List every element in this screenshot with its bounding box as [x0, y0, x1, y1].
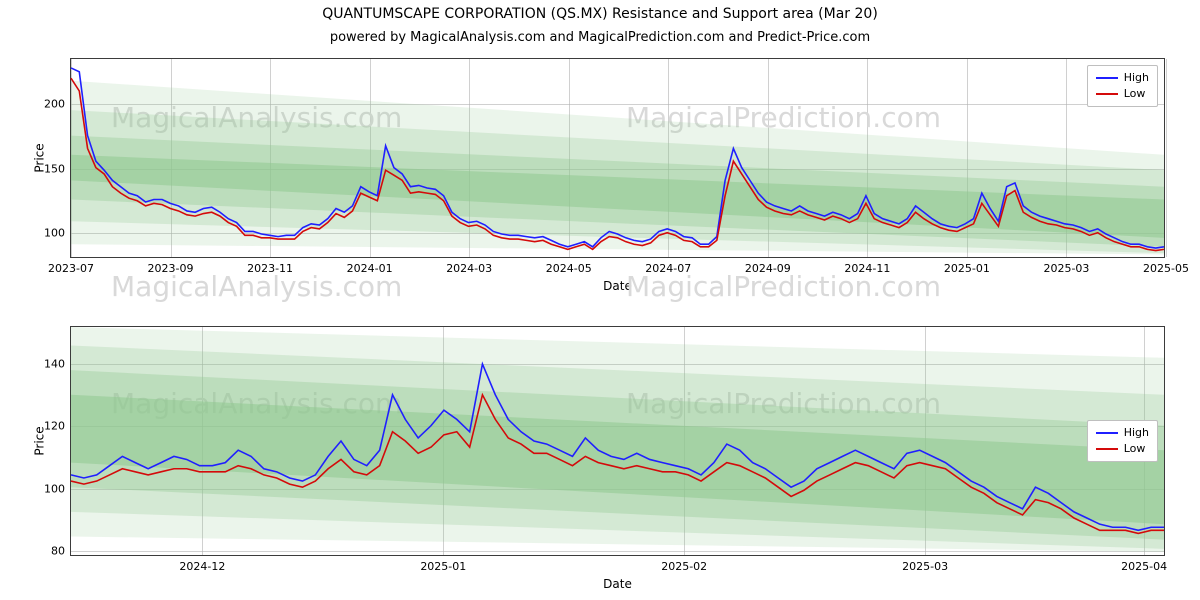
x-tick: 2024-05: [546, 262, 592, 275]
chart-title: QUANTUMSCAPE CORPORATION (QS.MX) Resista…: [0, 6, 1200, 22]
y-tick: 80: [27, 544, 65, 557]
legend: High Low: [1087, 420, 1158, 462]
legend-line-low: [1096, 93, 1118, 95]
x-tick: 2025-01: [420, 560, 466, 573]
legend-label-high: High: [1124, 70, 1149, 86]
y-tick: 120: [27, 420, 65, 433]
legend-high: High: [1096, 70, 1149, 86]
figure: QUANTUMSCAPE CORPORATION (QS.MX) Resista…: [0, 0, 1200, 600]
legend-label-low: Low: [1124, 441, 1146, 457]
x-axis-label: Date: [603, 577, 632, 591]
legend-low: Low: [1096, 441, 1149, 457]
y-tick: 100: [27, 482, 65, 495]
x-tick: 2024-01: [347, 262, 393, 275]
y-tick: 150: [27, 162, 65, 175]
x-tick: 2025-01: [944, 262, 990, 275]
x-tick: 2025-03: [1043, 262, 1089, 275]
x-tick: 2023-07: [48, 262, 94, 275]
legend-line-high: [1096, 77, 1118, 79]
legend-line-low: [1096, 448, 1118, 450]
legend-line-high: [1096, 432, 1118, 434]
legend: High Low: [1087, 65, 1158, 107]
x-axis-label: Date: [603, 279, 632, 293]
x-tick: 2024-09: [745, 262, 791, 275]
legend-high: High: [1096, 425, 1149, 441]
x-tick: 2023-09: [148, 262, 194, 275]
bottom-chart-panel: Price Date 801001201402024-122025-012025…: [70, 326, 1165, 556]
x-tick: 2024-07: [645, 262, 691, 275]
x-tick: 2025-03: [902, 560, 948, 573]
x-tick: 2025-02: [661, 560, 707, 573]
top-chart-panel: Price Date 1001502002023-072023-092023-1…: [70, 58, 1165, 258]
legend-label-high: High: [1124, 425, 1149, 441]
x-tick: 2025-05: [1143, 262, 1189, 275]
y-tick: 100: [27, 227, 65, 240]
x-tick: 2024-11: [844, 262, 890, 275]
x-tick: 2024-03: [446, 262, 492, 275]
chart-subtitle: powered by MagicalAnalysis.com and Magic…: [0, 30, 1200, 45]
x-tick: 2025-04: [1121, 560, 1167, 573]
x-tick: 2024-12: [179, 560, 225, 573]
legend-label-low: Low: [1124, 86, 1146, 102]
legend-low: Low: [1096, 86, 1149, 102]
top-plot-svg: [71, 59, 1164, 257]
y-tick: 140: [27, 358, 65, 371]
bottom-plot-svg: [71, 327, 1164, 555]
x-tick: 2023-11: [247, 262, 293, 275]
y-tick: 200: [27, 98, 65, 111]
